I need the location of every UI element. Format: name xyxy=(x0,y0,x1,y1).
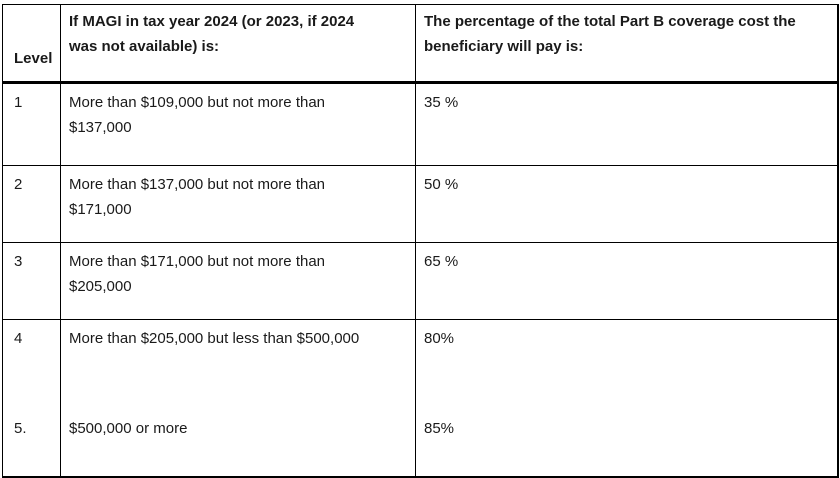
level-cell: 3 xyxy=(2,242,61,320)
percentage-cell: 85% xyxy=(415,398,839,478)
level-cell: 5. xyxy=(2,398,61,478)
percentage-cell: 80% xyxy=(415,319,839,398)
table-row-level-5: 5. $500,000 or more 85% xyxy=(2,398,839,478)
magi-cell: $500,000 or more xyxy=(60,398,416,478)
percentage-cell: 35 % xyxy=(415,82,839,166)
header-level: Level xyxy=(2,4,61,84)
table-row-level-2: 2 More than $137,000 but not more than $… xyxy=(2,165,839,243)
magi-cell: More than $205,000 but less than $500,00… xyxy=(60,319,416,398)
table-row-level-4: 4 More than $205,000 but less than $500,… xyxy=(2,319,839,398)
magi-cell: More than $137,000 but not more than $17… xyxy=(60,165,416,243)
table-row-level-1: 1 More than $109,000 but not more than $… xyxy=(2,82,839,166)
level-cell: 2 xyxy=(2,165,61,243)
level-cell: 1 xyxy=(2,82,61,166)
magi-cell: More than $109,000 but not more than $13… xyxy=(60,82,416,166)
header-percentage: The percentage of the total Part B cover… xyxy=(415,4,839,84)
magi-cell: More than $171,000 but not more than $20… xyxy=(60,242,416,320)
percentage-cell: 50 % xyxy=(415,165,839,243)
part-b-coverage-cost-table: Level If MAGI in tax year 2024 (or 2023,… xyxy=(2,4,839,478)
level-cell: 4 xyxy=(2,319,61,398)
percentage-cell: 65 % xyxy=(415,242,839,320)
header-magi-condition: If MAGI in tax year 2024 (or 2023, if 20… xyxy=(60,4,416,84)
table-header-row: Level If MAGI in tax year 2024 (or 2023,… xyxy=(2,4,839,84)
table-row-level-3: 3 More than $171,000 but not more than $… xyxy=(2,242,839,320)
